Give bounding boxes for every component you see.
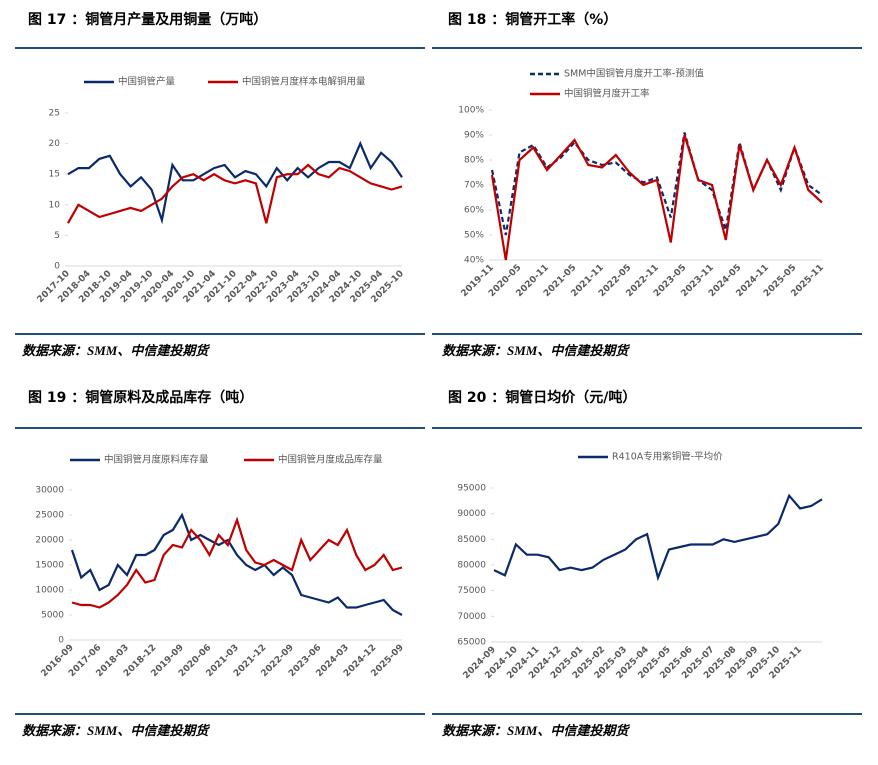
y-tick-label: 80% — [464, 156, 484, 166]
y-tick-label: 95000 — [457, 484, 486, 494]
y-tick-label: 90% — [464, 131, 484, 141]
source-note: 数据来源：SMM、中信建投期货 — [442, 723, 630, 738]
y-tick-label: 50% — [464, 231, 484, 241]
legend-label: 中国铜管月度成品库存量 — [278, 454, 383, 466]
y-tick-label: 5 — [54, 231, 60, 241]
chart-title: 图 18 ：铜管开工率（%） — [448, 11, 617, 28]
legend-label: R410A专用紫铜管-平均价 — [612, 451, 723, 463]
series-line — [490, 134, 823, 261]
y-tick-label: 70000 — [457, 612, 486, 622]
source-note: 数据来源：SMM、中信建投期货 — [442, 343, 630, 358]
y-tick-label: 30000 — [35, 486, 64, 496]
y-tick-label: 15 — [49, 170, 60, 180]
y-tick-label: 0 — [58, 636, 64, 646]
series-line — [67, 140, 403, 225]
series-line — [70, 512, 403, 616]
source-note: 数据来源：SMM、中信建投期货 — [22, 723, 210, 738]
legend-label: 中国铜管月度开工率 — [564, 88, 650, 100]
y-tick-label: 10 — [49, 200, 61, 210]
legend-label: 中国铜管月度样本电解铜用量 — [242, 76, 366, 88]
y-tick-label: 85000 — [457, 535, 486, 545]
y-tick-label: 100% — [458, 106, 484, 116]
y-tick-label: 25000 — [35, 511, 64, 521]
legend-label: 中国铜管产量 — [118, 76, 176, 88]
y-tick-label: 60% — [464, 206, 484, 216]
chart-title: 图 19 ：铜管原料及成品库存（吨） — [28, 389, 253, 406]
chart-title: 图 20 ：铜管日均价（元/吨） — [448, 389, 636, 406]
series-line — [71, 516, 403, 609]
y-tick-label: 20 — [49, 139, 61, 149]
y-tick-label: 25 — [49, 109, 60, 119]
y-tick-label: 10000 — [35, 586, 64, 596]
y-tick-label: 5000 — [41, 611, 64, 621]
y-tick-label: 20000 — [35, 536, 64, 546]
y-tick-label: 40% — [464, 256, 484, 266]
y-tick-label: 80000 — [457, 561, 486, 571]
y-tick-label: 90000 — [457, 509, 486, 519]
legend-label: SMM中国铜管月度开工率-预测值 — [564, 68, 704, 80]
y-tick-label: 70% — [464, 181, 484, 191]
chart-title: 图 17 ：铜管月产量及用铜量（万吨） — [28, 11, 267, 28]
y-tick-label: 75000 — [457, 586, 486, 596]
series-line — [493, 493, 823, 582]
source-note: 数据来源：SMM、中信建投期货 — [22, 343, 210, 358]
series-line — [67, 163, 403, 224]
legend-label: 中国铜管月度原料库存量 — [104, 454, 209, 466]
y-tick-label: 65000 — [457, 638, 486, 648]
y-tick-label: 0 — [54, 262, 60, 272]
y-tick-label: 15000 — [35, 561, 64, 571]
